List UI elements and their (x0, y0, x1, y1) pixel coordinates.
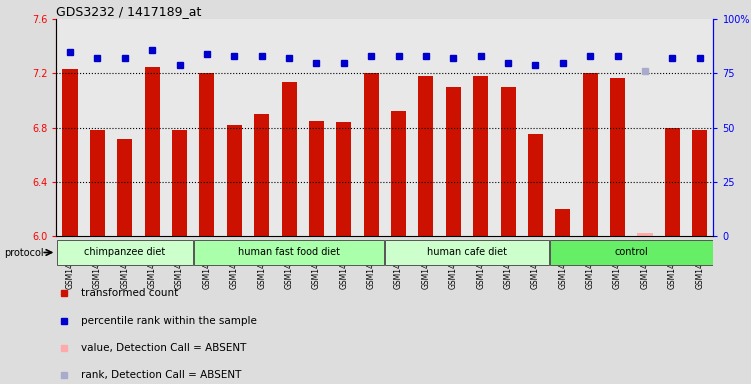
Bar (632, 19, 659, 236)
Bar (276, 19, 303, 236)
Text: control: control (614, 247, 648, 258)
Bar (446, 87, 461, 236)
Bar (467, 19, 494, 236)
Bar (193, 19, 221, 236)
Bar (303, 19, 330, 236)
Text: human fast food diet: human fast food diet (238, 247, 340, 258)
Bar (577, 19, 604, 236)
Bar (501, 87, 516, 236)
Bar (494, 19, 522, 236)
Bar (692, 131, 707, 236)
Text: GDS3232 / 1417189_at: GDS3232 / 1417189_at (56, 5, 202, 18)
Bar (638, 233, 653, 236)
Text: human cafe diet: human cafe diet (427, 247, 507, 258)
Bar (610, 78, 625, 236)
Bar (117, 139, 132, 236)
Bar (309, 121, 324, 236)
Bar (227, 125, 242, 236)
Bar (391, 111, 406, 236)
Bar (194, 240, 385, 265)
Text: chimpanzee diet: chimpanzee diet (84, 247, 165, 258)
Text: protocol: protocol (4, 248, 44, 258)
Bar (330, 19, 357, 236)
Bar (57, 240, 193, 265)
Bar (199, 73, 215, 236)
Bar (282, 81, 297, 236)
Bar (665, 128, 680, 236)
Text: transformed count: transformed count (81, 288, 179, 298)
Bar (555, 209, 571, 236)
Bar (439, 19, 467, 236)
Bar (604, 19, 632, 236)
Bar (357, 19, 385, 236)
Bar (90, 131, 105, 236)
Bar (418, 76, 433, 236)
Bar (385, 19, 412, 236)
Bar (111, 19, 138, 236)
Bar (412, 19, 439, 236)
Bar (549, 19, 577, 236)
Bar (336, 122, 351, 236)
Bar (138, 19, 166, 236)
Bar (686, 19, 713, 236)
Bar (145, 67, 160, 236)
Bar (528, 134, 543, 236)
Bar (221, 19, 248, 236)
Bar (583, 73, 598, 236)
Text: percentile rank within the sample: percentile rank within the sample (81, 316, 257, 326)
Bar (254, 114, 269, 236)
Text: value, Detection Call = ABSENT: value, Detection Call = ABSENT (81, 343, 246, 353)
Bar (248, 19, 276, 236)
Bar (473, 76, 488, 236)
Bar (62, 70, 77, 236)
Bar (172, 131, 187, 236)
Bar (659, 19, 686, 236)
Bar (385, 240, 549, 265)
Bar (363, 73, 379, 236)
Bar (522, 19, 549, 236)
Text: rank, Detection Call = ABSENT: rank, Detection Call = ABSENT (81, 370, 242, 380)
Bar (83, 19, 111, 236)
Bar (166, 19, 193, 236)
Bar (550, 240, 713, 265)
Bar (56, 19, 83, 236)
